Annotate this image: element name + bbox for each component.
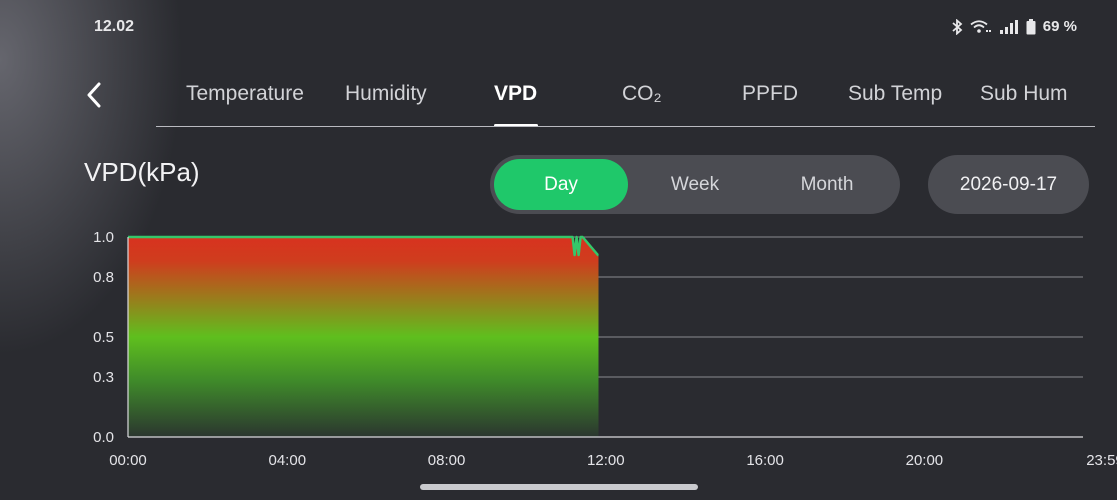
tab-temperature[interactable]: Temperature	[186, 82, 304, 105]
x-tick-label: 04:00	[269, 452, 307, 469]
tab-divider	[156, 126, 1095, 127]
x-tick-label: 12:00	[587, 452, 625, 469]
battery-icon	[1026, 18, 1036, 35]
x-tick-label: 20:00	[906, 452, 944, 469]
range-month-button[interactable]: Month	[800, 173, 854, 195]
range-week-button[interactable]: Week	[670, 173, 720, 195]
date-picker-button[interactable]: 2026-09-17	[928, 155, 1089, 214]
x-tick-label: 23:59	[1086, 452, 1117, 469]
x-tick-label: 16:00	[746, 452, 784, 469]
bluetooth-icon	[951, 18, 963, 35]
tab-co2[interactable]: CO₂	[622, 82, 662, 105]
chevron-left-icon	[87, 82, 101, 108]
tab-sub-hum[interactable]: Sub Hum	[980, 82, 1068, 105]
series-area	[128, 237, 599, 437]
y-tick-label: 1.0	[93, 229, 114, 246]
tab-sub-temp[interactable]: Sub Temp	[848, 82, 943, 105]
range-day-button[interactable]: Day	[494, 159, 628, 210]
status-time: 12.02	[94, 18, 135, 35]
series-line	[128, 235, 600, 257]
range-selector: Day Week Month	[490, 155, 900, 214]
vpd-chart: 1.0 0.8 0.5 0.3 0.0 00:00 04:00 08:00 12:00 16:0…	[93, 229, 1117, 469]
wifi-icon	[970, 19, 992, 35]
tab-humidity[interactable]: Humidity	[345, 82, 427, 105]
status-icons: 69 %	[951, 18, 1077, 35]
y-tick-label: 0.3	[93, 369, 114, 386]
y-tick-label: 0.8	[93, 269, 114, 286]
y-tick-label: 0.0	[93, 429, 114, 446]
chart-title: VPD(kPa)	[84, 157, 200, 187]
y-tick-label: 0.5	[93, 329, 114, 346]
active-tab-indicator	[494, 124, 538, 127]
x-tick-label: 00:00	[109, 452, 147, 469]
battery-level: 69 %	[1042, 18, 1077, 35]
back-button[interactable]	[80, 78, 108, 112]
tab-ppfd[interactable]: PPFD	[742, 82, 799, 105]
signal-icon	[999, 19, 1019, 35]
tab-vpd[interactable]: VPD	[494, 82, 538, 105]
x-tick-label: 08:00	[428, 452, 466, 469]
home-indicator	[420, 484, 698, 490]
